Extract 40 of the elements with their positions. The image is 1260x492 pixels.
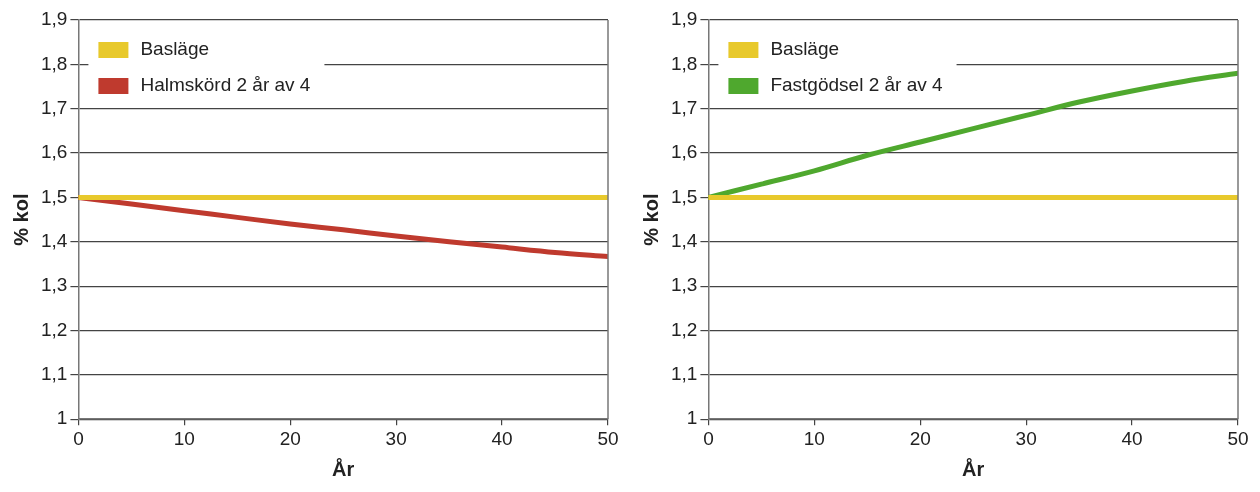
x-tick-label: 20	[909, 427, 931, 449]
y-tick-label: 1,5	[40, 185, 68, 207]
legend-label: Basläge	[140, 38, 210, 60]
y-tick-label: 1	[56, 407, 68, 429]
x-tick-label: 10	[173, 427, 195, 449]
y-tick-label: 1,3	[40, 274, 68, 296]
x-tick-label: 30	[385, 427, 407, 449]
x-tick-label: 30	[1015, 427, 1037, 449]
legend-label: Fastgödsel 2 år av 4	[770, 74, 943, 96]
y-tick-label: 1,8	[670, 52, 698, 74]
x-axis-title: År	[962, 456, 985, 480]
y-tick-label: 1,9	[40, 8, 68, 30]
x-tick-label: 10	[803, 427, 825, 449]
y-tick-label: 1,2	[670, 318, 698, 340]
y-tick-label: 1,7	[40, 96, 68, 118]
y-axis-title: % kol	[639, 193, 662, 246]
x-tick-label: 50	[1227, 427, 1249, 449]
y-tick-label: 1,7	[670, 96, 698, 118]
y-axis-title: % kol	[9, 193, 32, 246]
legend-label: Halmskörd 2 år av 4	[140, 74, 311, 96]
y-tick-label: 1,6	[40, 141, 68, 163]
x-tick-label: 20	[279, 427, 301, 449]
x-tick-label: 40	[1121, 427, 1143, 449]
x-tick-label: 0	[73, 427, 84, 449]
x-tick-label: 0	[703, 427, 714, 449]
y-tick-label: 1,8	[40, 52, 68, 74]
x-tick-label: 50	[597, 427, 619, 449]
y-tick-label: 1,3	[670, 274, 698, 296]
y-tick-label: 1,1	[670, 363, 698, 385]
y-tick-label: 1,5	[670, 185, 698, 207]
y-tick-label: 1	[686, 407, 698, 429]
y-tick-label: 1,6	[670, 141, 698, 163]
x-tick-label: 40	[491, 427, 513, 449]
y-tick-label: 1,4	[40, 230, 68, 252]
x-axis-title: År	[332, 456, 355, 480]
y-tick-label: 1,1	[40, 363, 68, 385]
y-tick-label: 1,2	[40, 318, 68, 340]
y-tick-label: 1,9	[670, 8, 698, 30]
legend-label: Basläge	[770, 38, 840, 60]
y-tick-label: 1,4	[670, 230, 698, 252]
